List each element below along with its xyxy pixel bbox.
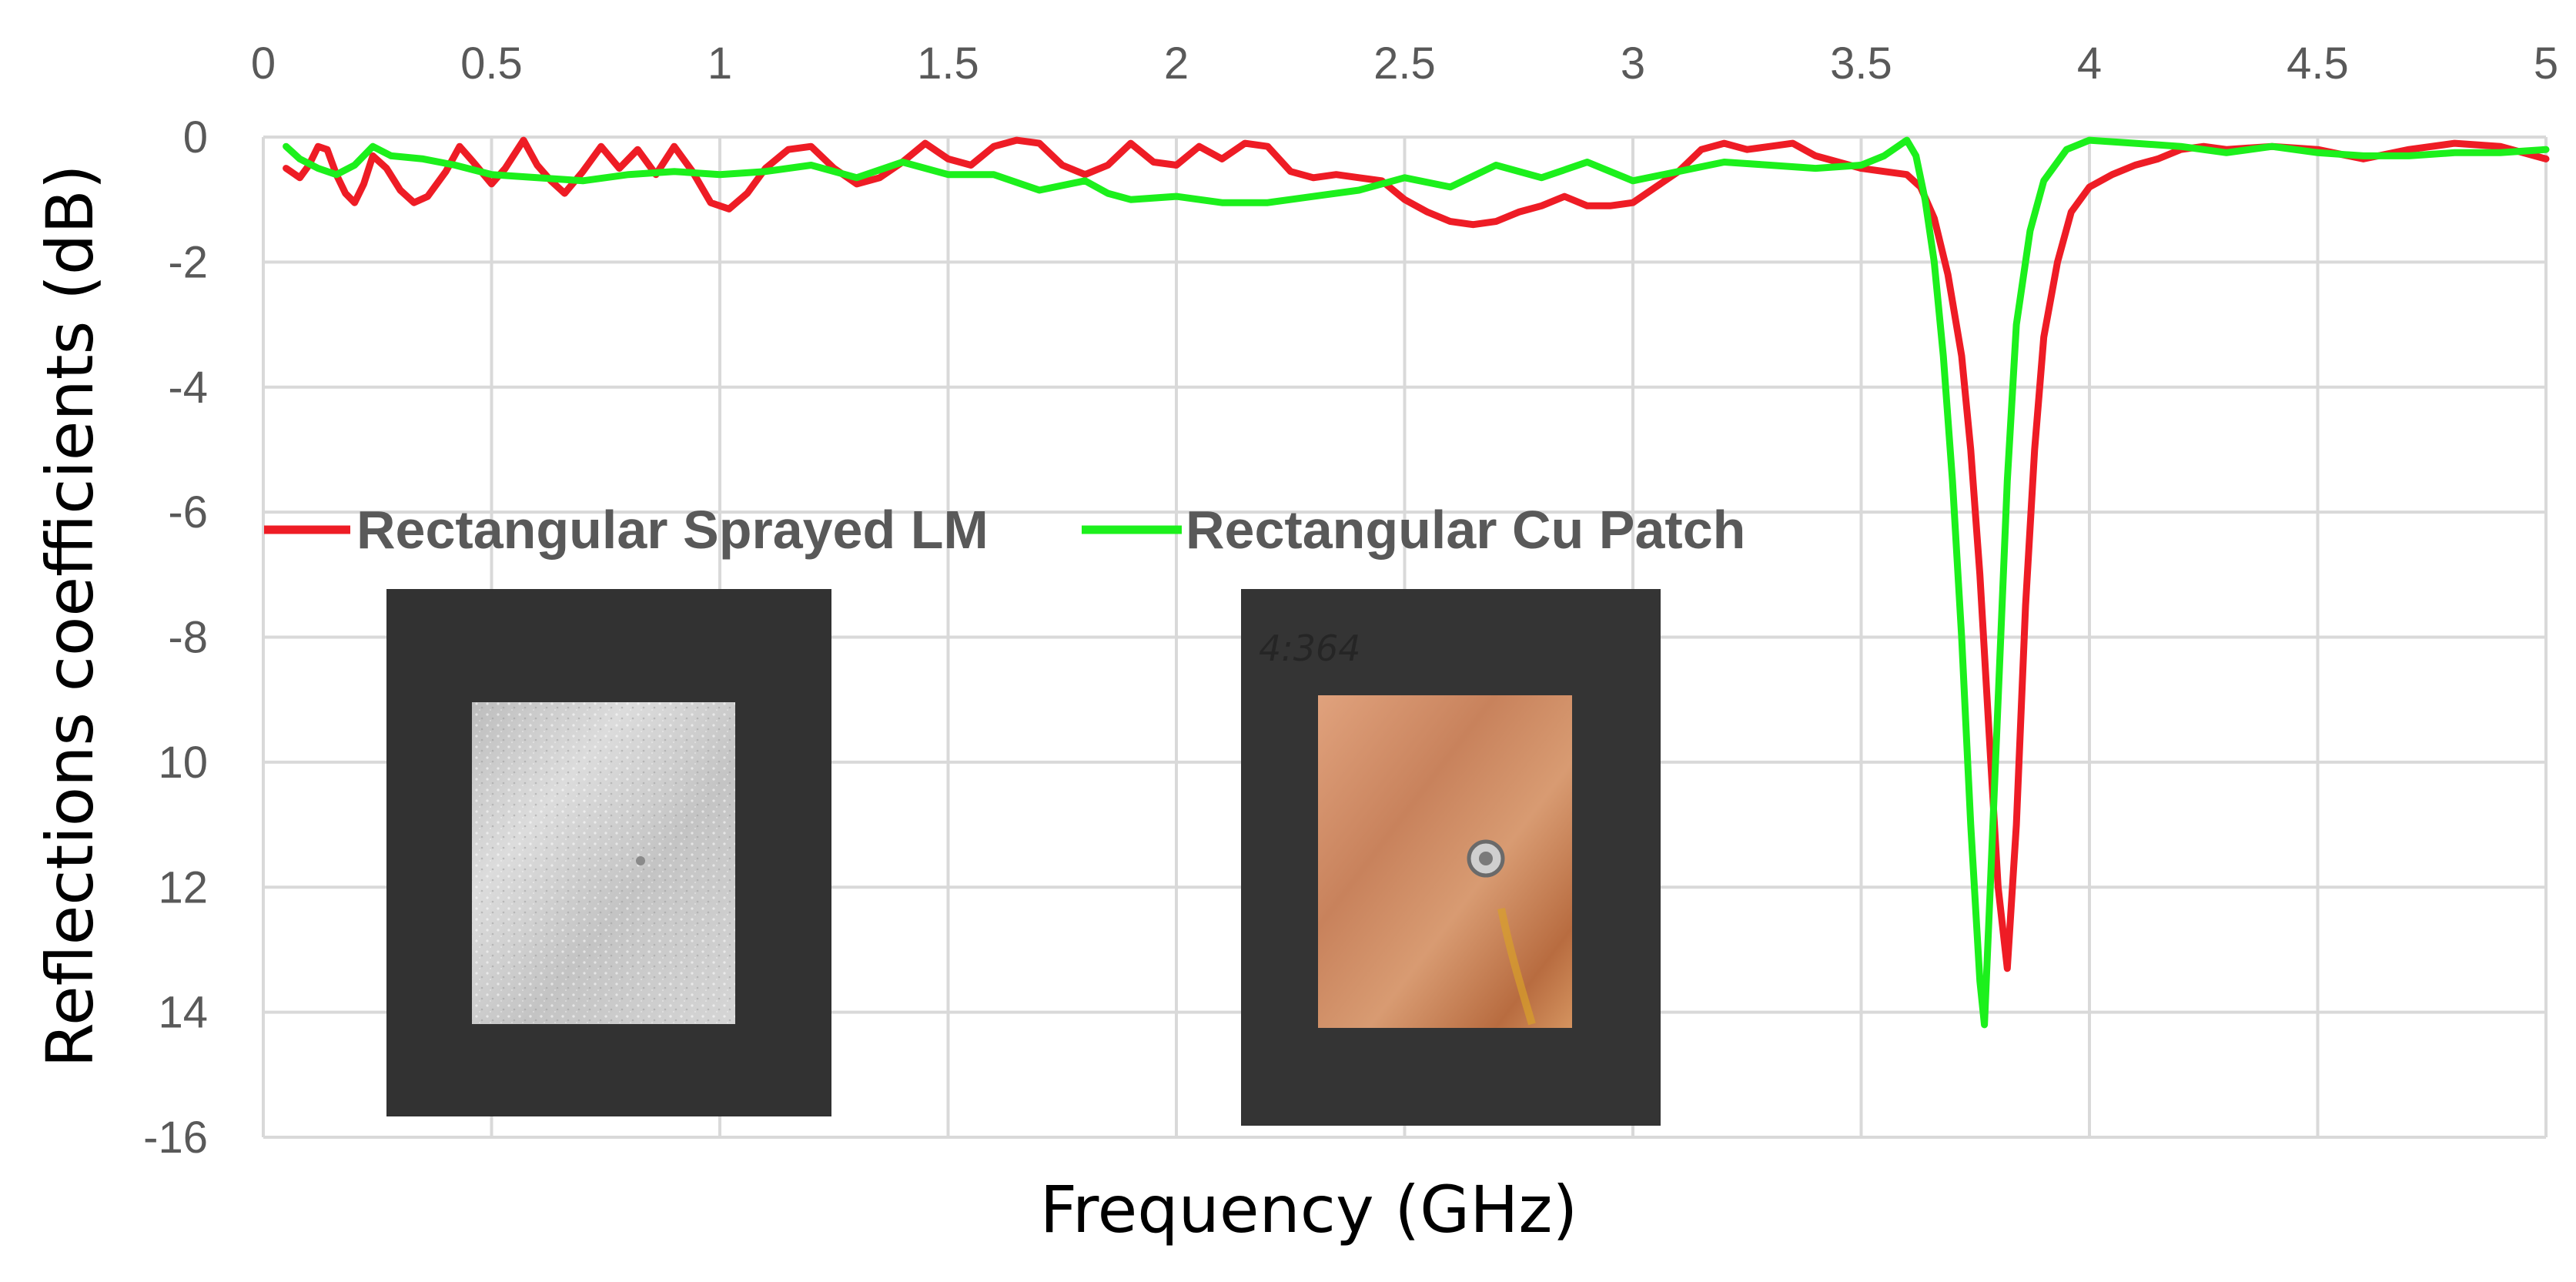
y-tick-labels: 0 -2 -4 -6 -8 10 12 14 -16	[143, 112, 208, 1163]
x-tick-label: 5	[2534, 38, 2558, 89]
y-tick-label: 0	[183, 112, 208, 162]
y-tick-label: -2	[168, 237, 208, 287]
x-tick-label: 1	[708, 38, 732, 89]
y-tick-label: -6	[168, 487, 208, 537]
x-tick-label: 0	[251, 38, 276, 89]
inset-photo-sprayed-lm	[386, 589, 831, 1116]
x-tick-label: 2	[1164, 38, 1189, 89]
y-axis-title: Reflections coefficients (dB)	[32, 164, 108, 1067]
legend-label-sprayed-lm: Rectangular Sprayed LM	[356, 500, 989, 560]
y-tick-label: -4	[168, 363, 208, 413]
handwriting: 4:364	[1259, 628, 1361, 669]
x-tick-label: 2.5	[1373, 38, 1436, 89]
x-axis-title: Frequency (GHz)	[1040, 1172, 1578, 1247]
series-line-cu-patch	[283, 136, 2550, 1029]
y-tick-label: 12	[158, 862, 208, 912]
y-tick-label: -16	[143, 1113, 208, 1163]
series-layer	[283, 136, 2550, 1029]
legend-label-cu-patch: Rectangular Cu Patch	[1186, 500, 1745, 560]
inset-photo-cu-patch: 4:364	[1241, 589, 1661, 1126]
x-tick-label: 0.5	[460, 38, 523, 89]
x-tick-label: 1.5	[917, 38, 979, 89]
y-tick-label: 14	[158, 988, 208, 1038]
series-line-sprayed-lm	[283, 136, 2550, 972]
x-tick-labels: 0 0.5 1 1.5 2 2.5 3 3.5 4 4.5 5	[251, 38, 2558, 89]
x-tick-label: 4.5	[2287, 38, 2349, 89]
y-tick-label: 10	[158, 738, 208, 788]
x-tick-label: 4	[2077, 38, 2102, 89]
legend: Rectangular Sprayed LM Rectangular Cu Pa…	[264, 500, 1745, 560]
x-tick-label: 3	[1621, 38, 1645, 89]
x-tick-label: 3.5	[1830, 38, 1892, 89]
y-tick-label: -8	[168, 613, 208, 663]
